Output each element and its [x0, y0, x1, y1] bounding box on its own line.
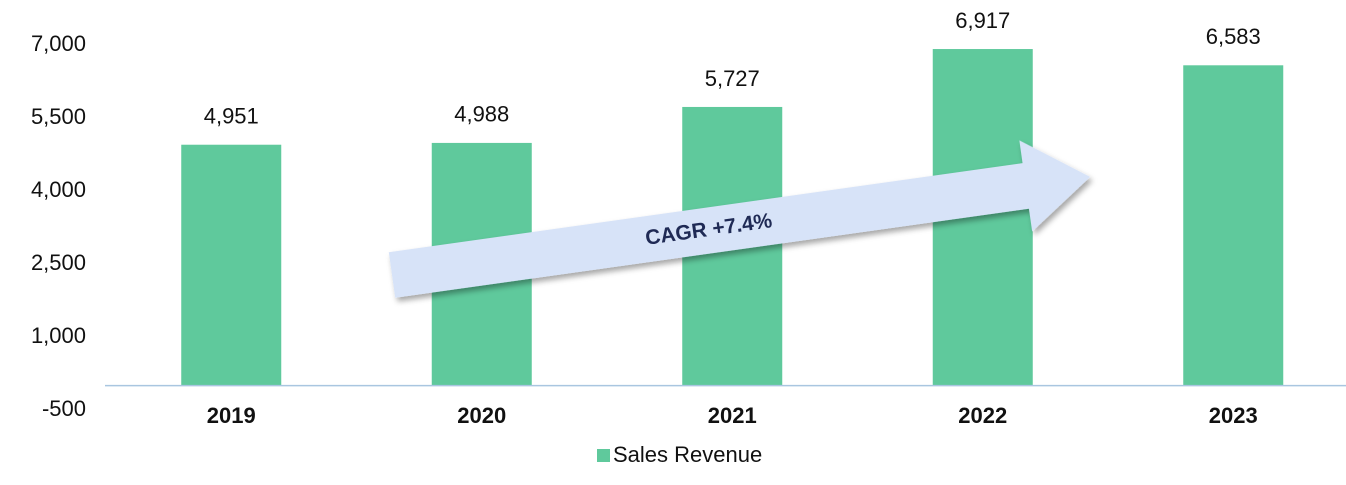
data-label: 6,917	[955, 8, 1010, 33]
y-tick-label: 2,500	[31, 250, 86, 275]
x-tick-label: 2023	[1209, 403, 1258, 428]
legend-swatch	[597, 449, 610, 462]
arrow-shape	[388, 140, 1091, 298]
x-tick-label: 2022	[958, 403, 1007, 428]
x-tick-label: 2021	[708, 403, 757, 428]
data-label: 4,988	[454, 102, 509, 127]
legend-label: Sales Revenue	[613, 442, 762, 467]
data-label: 6,583	[1206, 24, 1261, 49]
bar	[1183, 65, 1284, 386]
cagr-arrow: CAGR +7.4%	[388, 140, 1091, 298]
data-label: 4,951	[204, 104, 259, 129]
data-label: 5,727	[705, 66, 760, 91]
y-tick-label: 1,000	[31, 323, 86, 348]
y-tick-label: 4,000	[31, 177, 86, 202]
y-tick-label: -500	[42, 396, 86, 421]
bar	[181, 144, 282, 386]
y-tick-label: 5,500	[31, 104, 86, 129]
y-tick-label: 7,000	[31, 31, 86, 56]
x-tick-label: 2020	[457, 403, 506, 428]
x-tick-label: 2019	[207, 403, 256, 428]
